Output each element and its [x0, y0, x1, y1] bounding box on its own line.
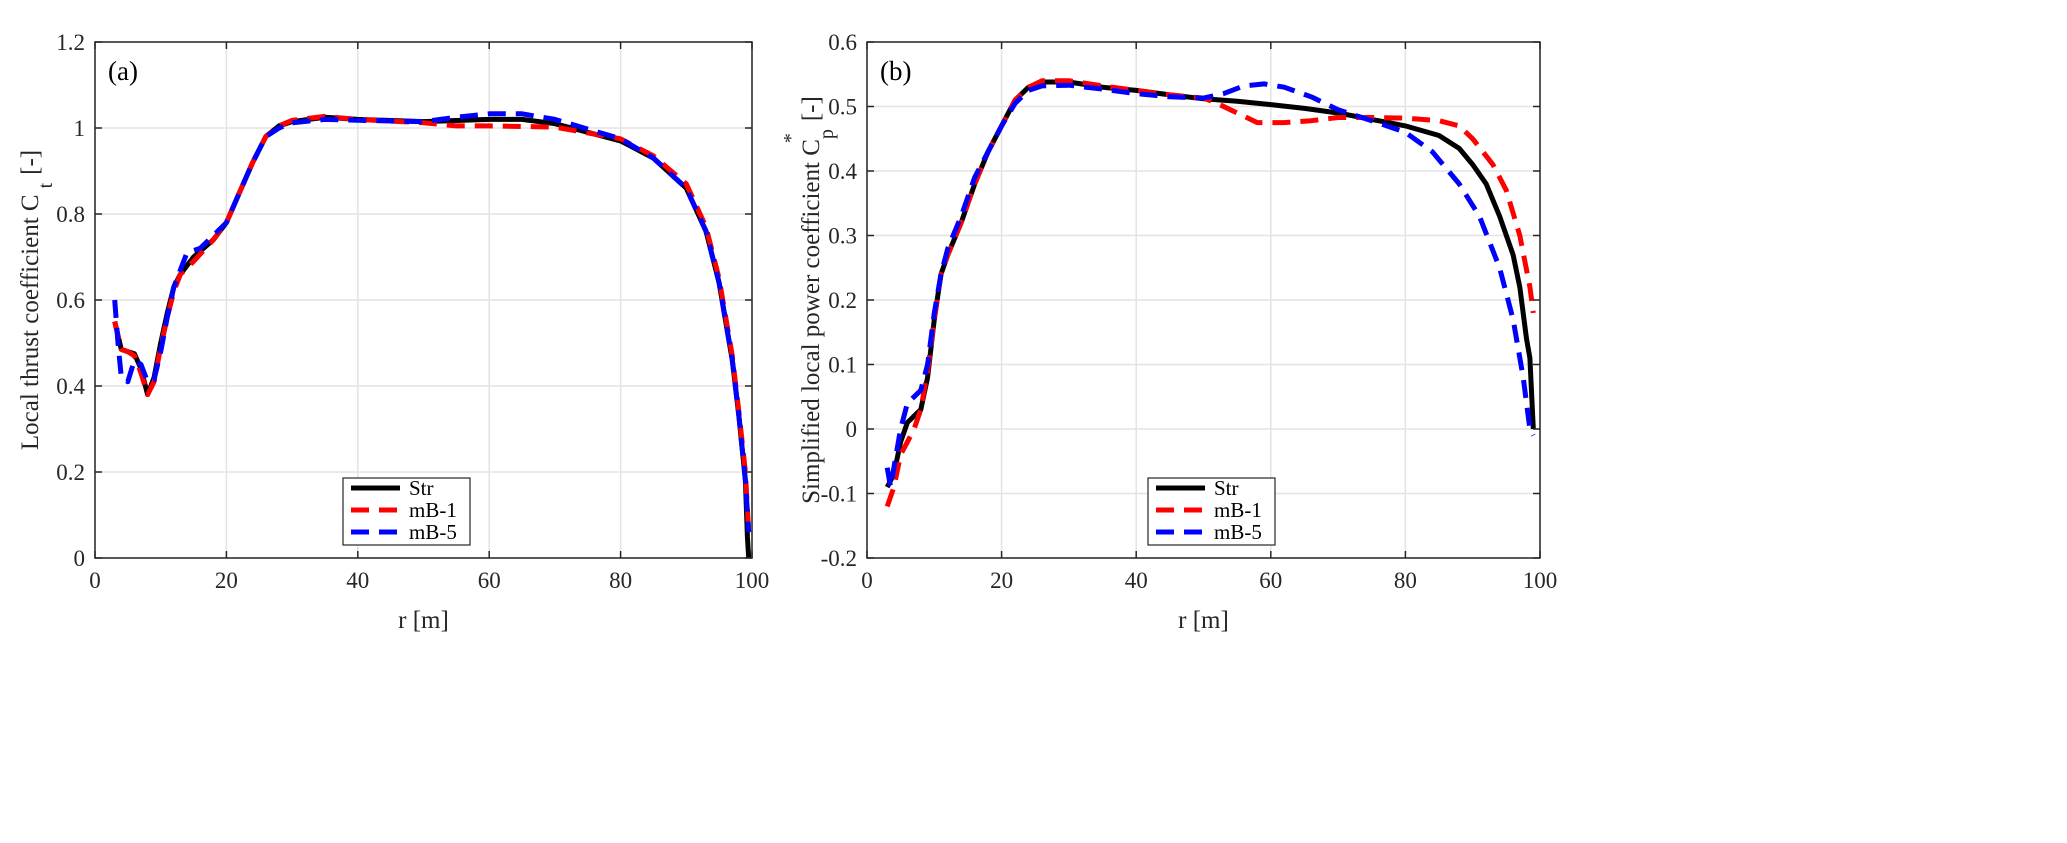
y-axis-label-subscript: t: [35, 182, 57, 188]
series-line-str: [884, 79, 1536, 489]
y-axis-label-main: Local thrust coefficient C: [17, 194, 44, 450]
panel-label: (a): [108, 56, 138, 86]
y-tick-label: 0.4: [56, 374, 85, 399]
legend-label-mb-1: mB-1: [409, 498, 457, 522]
x-tick-label: 40: [346, 568, 369, 593]
series-line-mb-1: [112, 113, 752, 533]
legend-label-str: Str: [409, 476, 434, 500]
x-tick-label: 20: [990, 568, 1013, 593]
y-axis-label-unit: [-]: [798, 96, 825, 121]
x-tick-label: 40: [1125, 568, 1148, 593]
y-tick-label: 0.6: [828, 30, 857, 55]
y-tick-label: 0.3: [828, 224, 857, 249]
x-tick-label: 80: [609, 568, 632, 593]
x-tick-label: 100: [735, 568, 770, 593]
y-tick-label: 0.2: [828, 288, 857, 313]
x-axis-label: r [m]: [1178, 607, 1229, 634]
y-tick-label: 0: [846, 417, 858, 442]
plot-panel-b: 0 20 40 60 80 100 -0.2 -0.1 0 0.1 0.2 0.3 0.4 0.5 0.6 r…: [780, 30, 1557, 634]
series-line-mb-5: [112, 111, 752, 533]
x-tick-label: 100: [1523, 568, 1558, 593]
y-tick-label: 0.4: [828, 159, 857, 184]
y-tick-label: 0.2: [56, 460, 85, 485]
panel-label: (b): [880, 56, 911, 86]
y-axis-label-subscript: p: [816, 129, 838, 139]
y-tick-label: 0.5: [828, 95, 857, 120]
x-tick-label: 0: [861, 568, 873, 593]
series-line-mb-5: [884, 81, 1536, 490]
legend-label-mb-5: mB-5: [409, 520, 457, 544]
y-axis-label: Simplified local power coefficient C* p [-…: [780, 96, 838, 504]
series-group: [112, 111, 752, 558]
y-tick-label: 1: [74, 116, 86, 141]
y-tick-label: -0.1: [821, 482, 857, 507]
y-tick-label: 1.2: [56, 30, 85, 55]
y-axis-label-unit: [-]: [17, 150, 44, 175]
series-group: [884, 78, 1536, 508]
legend-label-mb-1: mB-1: [1214, 498, 1262, 522]
series-line-mb-1: [884, 78, 1536, 508]
x-axis-label: r [m]: [398, 607, 449, 634]
y-axis-label: Local thrust coefficient C t [-]: [17, 150, 57, 450]
y-tick-label: -0.2: [821, 546, 857, 571]
x-tick-label: 60: [1259, 568, 1282, 593]
legend-label-mb-5: mB-5: [1214, 520, 1262, 544]
legend-label-str: Str: [1214, 476, 1239, 500]
y-tick-label: 0.6: [56, 288, 85, 313]
x-tick-label: 60: [478, 568, 501, 593]
x-tick-label: 20: [215, 568, 238, 593]
y-axis-label-superscript: *: [780, 133, 802, 143]
x-tick-label: 80: [1394, 568, 1417, 593]
x-tick-label: 0: [89, 568, 101, 593]
y-tick-label: 0: [74, 546, 86, 571]
y-tick-label: 0.8: [56, 202, 85, 227]
plot-panel-a: 0 20 40 60 80 100 0 0.2 0.4 0.6 0.8 1 1.2 r [m] Local …: [17, 30, 769, 634]
y-tick-label: 0.1: [828, 353, 857, 378]
y-axis-label-main: Simplified local power coefficient C: [798, 139, 825, 504]
